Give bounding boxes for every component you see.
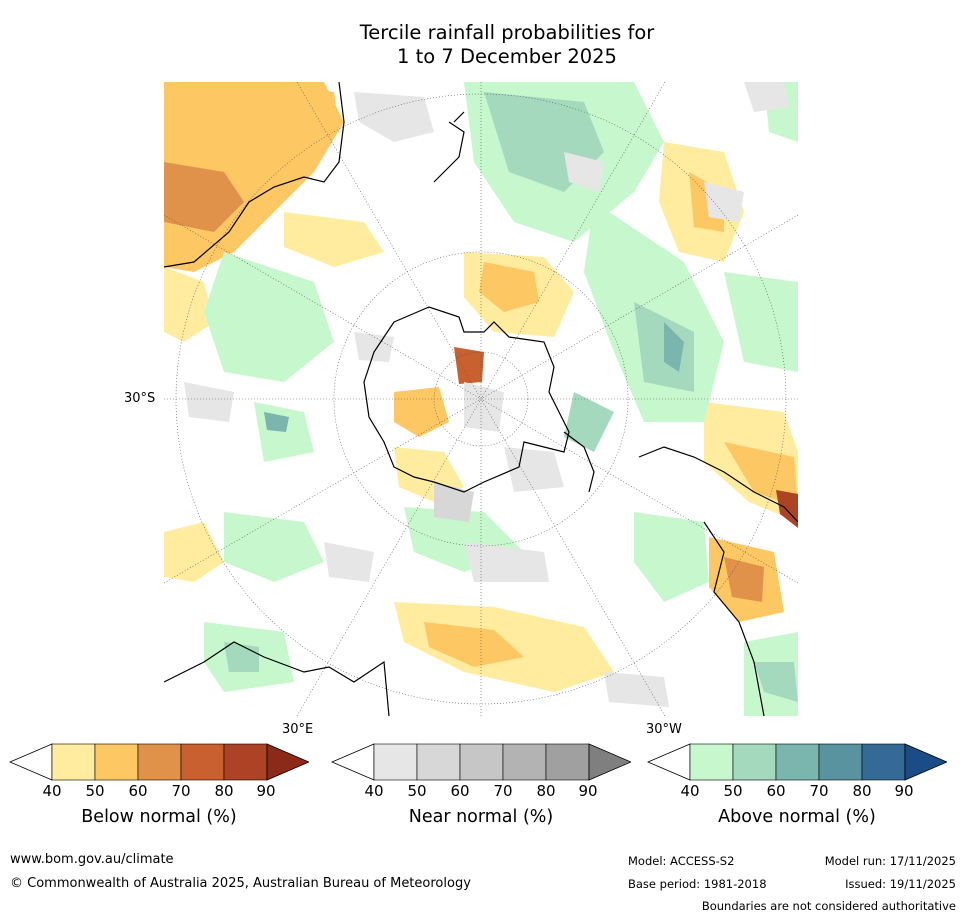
boundaries-disclaimer: Boundaries are not considered authoritat… — [701, 899, 956, 913]
antarctic-peninsula-coastline — [563, 431, 595, 493]
colorbar-segment — [545, 743, 590, 781]
tick-label: 90 — [894, 782, 914, 800]
colorbar-extension-high — [904, 743, 947, 781]
graticule — [164, 82, 798, 716]
model-text: Model: ACCESS-S2 — [628, 854, 735, 868]
colorbar-segment — [502, 743, 547, 781]
coastlines — [164, 82, 798, 716]
colorbar-segment — [223, 743, 268, 781]
colorbar-extension-low — [331, 743, 375, 781]
chart-title: Tercile rainfall probabilities for 1 to … — [0, 21, 965, 69]
polar-probability-map — [164, 82, 798, 716]
colorbar-above-normal — [647, 743, 947, 781]
south-america-coastline — [638, 446, 798, 716]
colorbar-segment — [732, 743, 777, 781]
tick-label: 70 — [171, 782, 191, 800]
tick-label: 90 — [578, 782, 598, 800]
tick-label: 50 — [85, 782, 105, 800]
tick-label: 60 — [450, 782, 470, 800]
colorbar-below-normal — [9, 743, 309, 781]
antarctica-coastline — [363, 306, 570, 493]
tick-label: 50 — [723, 782, 743, 800]
tick-label: 70 — [809, 782, 829, 800]
copyright-text: © Commonwealth of Australia 2025, Austra… — [10, 876, 471, 891]
colorbar-segment — [94, 743, 139, 781]
colorbar-extension-high — [588, 743, 631, 781]
issued-text: Issued: 19/11/2025 — [845, 877, 956, 891]
model-run-text: Model run: 17/11/2025 — [824, 854, 956, 868]
tick-label: 60 — [128, 782, 148, 800]
lon-label-30e: 30°E — [282, 722, 314, 737]
colorbar-segment — [180, 743, 225, 781]
colorbar-segment — [373, 743, 418, 781]
tick-label: 40 — [364, 782, 384, 800]
colorbar-extension-high — [266, 743, 309, 781]
tick-label: 70 — [493, 782, 513, 800]
title-line-1: Tercile rainfall probabilities for — [359, 21, 655, 44]
colorbar-below-label: Below normal (%) — [81, 807, 237, 827]
colorbar-segment — [51, 743, 96, 781]
title-line-2: 1 to 7 December 2025 — [397, 45, 617, 68]
africa-coastline — [164, 641, 390, 716]
base-period-text: Base period: 1981-2018 — [628, 877, 767, 891]
colorbar-near-label: Near normal (%) — [408, 807, 554, 827]
tick-label: 80 — [536, 782, 556, 800]
colorbar-segment — [861, 743, 906, 781]
tick-label: 40 — [42, 782, 62, 800]
tick-label: 50 — [407, 782, 427, 800]
colorbar-extension-low — [647, 743, 691, 781]
tick-label: 60 — [766, 782, 786, 800]
above-normal-regions — [204, 82, 798, 716]
colorbar-segment — [689, 743, 734, 781]
website-link[interactable]: www.bom.gov.au/climate — [10, 852, 174, 867]
colorbar-near-normal — [331, 743, 631, 781]
colorbar-segment — [137, 743, 182, 781]
colorbar-extension-low — [9, 743, 53, 781]
colorbar-segment — [416, 743, 461, 781]
australia-coastline — [164, 82, 345, 268]
tick-label: 80 — [852, 782, 872, 800]
colorbar-segment — [818, 743, 863, 781]
tick-label: 80 — [214, 782, 234, 800]
colorbar-segment — [775, 743, 820, 781]
new-zealand-coastline — [433, 111, 465, 183]
lon-label-30w: 30°W — [646, 722, 682, 737]
colorbar-segment — [459, 743, 504, 781]
lat-label-30s: 30°S — [124, 391, 156, 406]
tick-label: 40 — [680, 782, 700, 800]
tick-label: 90 — [256, 782, 276, 800]
colorbar-above-label: Above normal (%) — [718, 807, 876, 827]
